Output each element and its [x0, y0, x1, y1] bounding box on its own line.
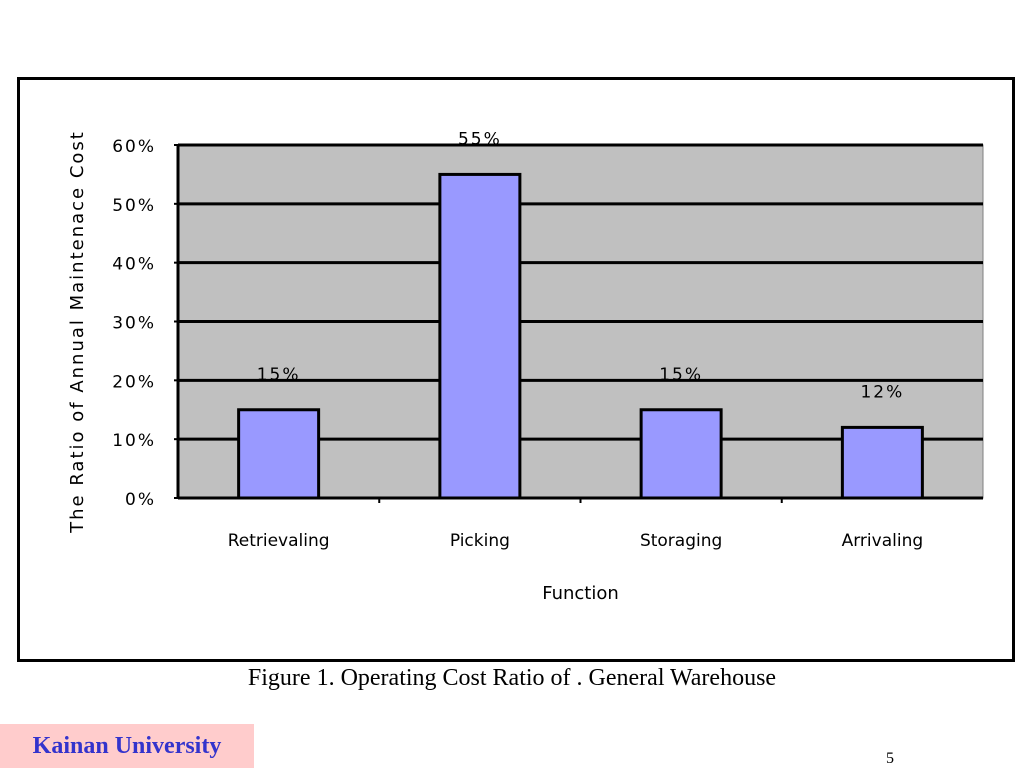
- data-label: 15%: [257, 365, 301, 385]
- x-tick-label: Storaging: [640, 531, 722, 551]
- y-tick-label: 30%: [112, 314, 156, 334]
- bar-chart: 0% 10% 20% 30% 40% 50% 60% 15% Retrievaling 55% Pi…: [17, 77, 1015, 662]
- y-tick-label: 10%: [112, 431, 156, 451]
- x-tick-label: Arrivaling: [842, 531, 924, 551]
- x-tick-label: Retrievaling: [228, 531, 330, 551]
- data-label: 15%: [659, 365, 703, 385]
- x-tick-label: Picking: [450, 531, 510, 551]
- y-tick-label: 60%: [112, 137, 156, 157]
- bar-picking: [438, 172, 522, 500]
- figure-caption-row: Figure 1. Operating Cost Ratio of . Gene…: [0, 665, 1024, 692]
- bar-retrievaling: [237, 408, 321, 500]
- frame-border: [17, 77, 1015, 662]
- y-tick-label: 40%: [112, 255, 156, 275]
- bar-storaging: [639, 408, 723, 500]
- y-tick-label: 20%: [112, 372, 156, 392]
- page-number: 5: [886, 750, 894, 767]
- university-label: Kainan University: [0, 724, 254, 768]
- figure-frame: 0% 10% 20% 30% 40% 50% 60% 15% Retrievaling 55% Pi…: [17, 77, 1015, 662]
- bar-arrivaling: [840, 425, 924, 500]
- y-tick-label: 50%: [112, 196, 156, 216]
- y-tick-label: 0%: [125, 490, 156, 510]
- figure-caption: Figure 1. Operating Cost Ratio of . Gene…: [237, 665, 787, 691]
- data-label: 12%: [860, 382, 904, 402]
- data-label: 55%: [458, 129, 502, 149]
- y-axis-title: The Ratio of Annual Maintenace Cost: [67, 130, 88, 534]
- x-axis-title: Function: [542, 583, 619, 604]
